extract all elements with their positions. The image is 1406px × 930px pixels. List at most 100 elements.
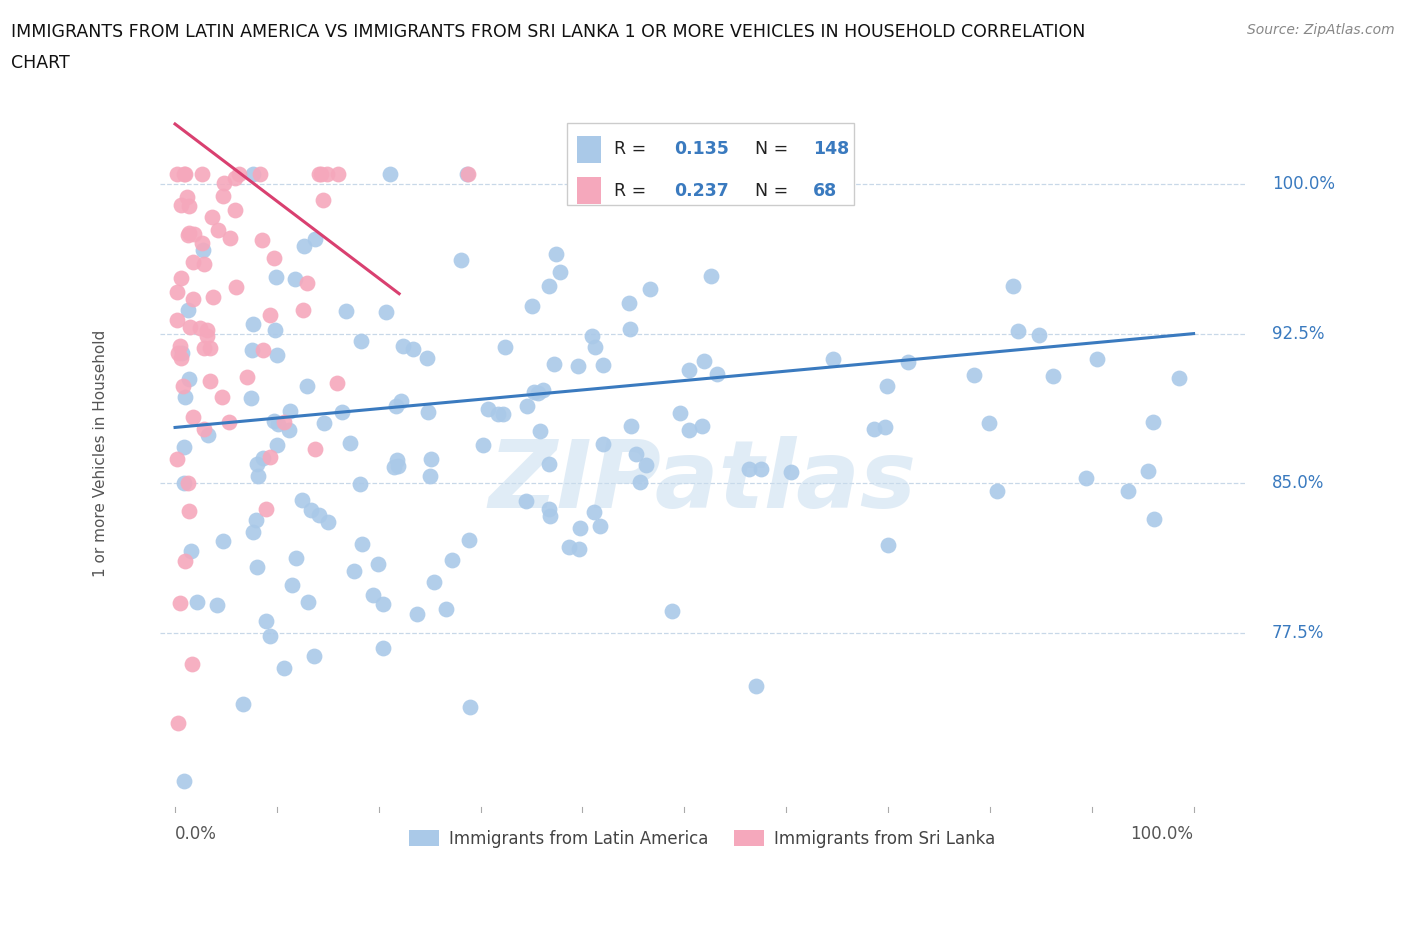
Point bbox=[181, 657, 204, 671]
Point bbox=[382, 459, 405, 474]
Point bbox=[193, 340, 215, 355]
Point bbox=[339, 436, 361, 451]
Point bbox=[389, 393, 412, 408]
Point bbox=[202, 289, 225, 304]
Point bbox=[457, 166, 479, 181]
Text: 0.0%: 0.0% bbox=[174, 825, 217, 843]
Point bbox=[273, 661, 295, 676]
Point bbox=[863, 421, 886, 436]
Point bbox=[232, 697, 254, 711]
Point bbox=[693, 354, 716, 369]
Point bbox=[628, 475, 651, 490]
Point bbox=[315, 166, 337, 181]
Point bbox=[193, 421, 215, 436]
Text: 92.5%: 92.5% bbox=[1271, 325, 1324, 342]
Point bbox=[173, 166, 195, 181]
Point bbox=[312, 193, 335, 207]
Point bbox=[166, 166, 188, 181]
Point bbox=[254, 501, 277, 516]
Point bbox=[1167, 371, 1189, 386]
Point bbox=[416, 351, 439, 365]
Text: Source: ZipAtlas.com: Source: ZipAtlas.com bbox=[1247, 23, 1395, 37]
Text: CHART: CHART bbox=[11, 54, 70, 72]
Point bbox=[242, 317, 264, 332]
Point bbox=[212, 175, 235, 190]
Point bbox=[173, 390, 195, 405]
Point bbox=[1001, 278, 1024, 293]
Point bbox=[450, 253, 472, 268]
Point bbox=[205, 598, 228, 613]
Point bbox=[169, 271, 191, 286]
Point bbox=[299, 502, 322, 517]
Point bbox=[538, 457, 561, 472]
Point bbox=[349, 476, 371, 491]
Point bbox=[678, 423, 700, 438]
Text: ZIPatlas: ZIPatlas bbox=[488, 436, 917, 528]
Point bbox=[181, 291, 204, 306]
Point bbox=[441, 553, 464, 568]
Point bbox=[700, 268, 723, 283]
Point bbox=[592, 358, 614, 373]
Point bbox=[378, 166, 401, 181]
Point bbox=[200, 340, 222, 355]
Point bbox=[529, 423, 551, 438]
Point bbox=[567, 541, 589, 556]
Point bbox=[211, 389, 233, 404]
Point bbox=[191, 236, 214, 251]
Point bbox=[568, 521, 591, 536]
Point bbox=[166, 285, 188, 299]
Point bbox=[706, 366, 728, 381]
Point bbox=[177, 302, 200, 317]
Point bbox=[361, 588, 384, 603]
Point bbox=[678, 363, 700, 378]
Point bbox=[522, 299, 544, 313]
Point bbox=[367, 557, 389, 572]
Point bbox=[308, 166, 330, 181]
Point bbox=[419, 469, 441, 484]
Point bbox=[169, 339, 191, 353]
Point bbox=[538, 509, 561, 524]
Point bbox=[302, 649, 325, 664]
Point bbox=[1074, 471, 1097, 485]
Point bbox=[343, 564, 366, 578]
Point bbox=[177, 225, 200, 240]
Point bbox=[1085, 352, 1108, 366]
Point bbox=[515, 494, 537, 509]
Point bbox=[218, 230, 240, 245]
Bar bbox=[578, 177, 602, 205]
Point bbox=[385, 399, 408, 414]
Point bbox=[582, 504, 605, 519]
Point bbox=[309, 166, 332, 181]
Point bbox=[897, 354, 920, 369]
Point bbox=[624, 447, 647, 462]
Point bbox=[181, 254, 204, 269]
Point bbox=[224, 171, 246, 186]
Point bbox=[744, 679, 766, 694]
Point bbox=[246, 457, 269, 472]
Point bbox=[585, 339, 607, 354]
Point bbox=[292, 303, 315, 318]
Point bbox=[242, 525, 264, 539]
Point bbox=[330, 405, 353, 419]
Point bbox=[295, 379, 318, 393]
Point bbox=[169, 596, 191, 611]
Text: R =: R = bbox=[614, 140, 652, 158]
Point bbox=[183, 227, 205, 242]
Point bbox=[266, 438, 288, 453]
Point bbox=[876, 379, 898, 393]
Text: 68: 68 bbox=[813, 181, 837, 200]
Point bbox=[523, 385, 546, 400]
Point bbox=[420, 452, 443, 467]
Point bbox=[326, 375, 349, 390]
Point bbox=[405, 606, 427, 621]
Text: IMMIGRANTS FROM LATIN AMERICA VS IMMIGRANTS FROM SRI LANKA 1 OR MORE VEHICLES IN: IMMIGRANTS FROM LATIN AMERICA VS IMMIGRA… bbox=[11, 23, 1085, 41]
Point bbox=[179, 320, 201, 335]
Point bbox=[212, 534, 235, 549]
Point bbox=[172, 379, 194, 393]
Point bbox=[617, 296, 640, 311]
Point bbox=[749, 461, 772, 476]
Point bbox=[567, 359, 589, 374]
Text: 100.0%: 100.0% bbox=[1130, 825, 1194, 843]
Point bbox=[546, 246, 568, 261]
Point bbox=[392, 339, 415, 353]
